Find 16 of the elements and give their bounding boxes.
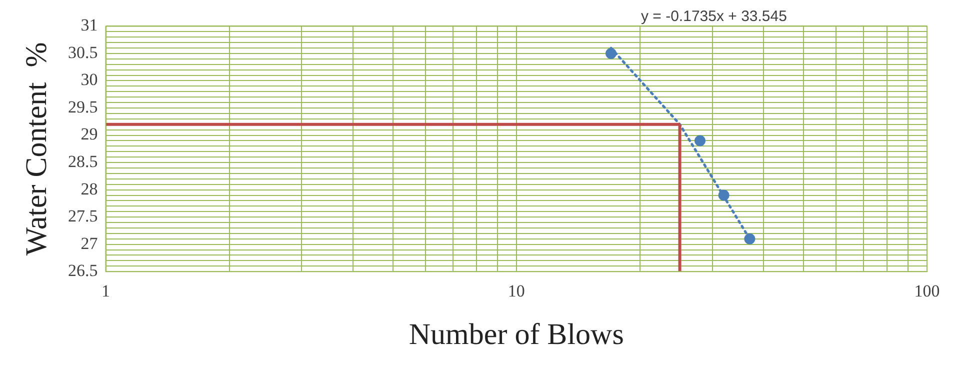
y-tick-label: 30.5 <box>68 42 98 62</box>
y-tick-label: 27.5 <box>68 206 98 226</box>
x-axis-title: Number of Blows <box>408 318 624 351</box>
y-tick-label: 29 <box>80 124 98 144</box>
y-tick-label: 26.5 <box>68 261 98 280</box>
y-tick-label: 29.5 <box>68 97 98 116</box>
y-tick-label: 28.5 <box>68 152 98 171</box>
x-tick-label: 10 <box>508 281 525 300</box>
y-tick-label: 31 <box>80 16 98 35</box>
x-tick-label: 100 <box>914 281 940 300</box>
y-tick-label: 30 <box>80 70 98 90</box>
y-tick-label: 28 <box>80 179 98 198</box>
y-tick-label: 27 <box>80 234 98 253</box>
y-axis-title: Water Content % <box>20 42 53 256</box>
x-tick-label: 1 <box>102 281 110 300</box>
text: y = -0.1735x + 33.545 <box>641 8 787 25</box>
